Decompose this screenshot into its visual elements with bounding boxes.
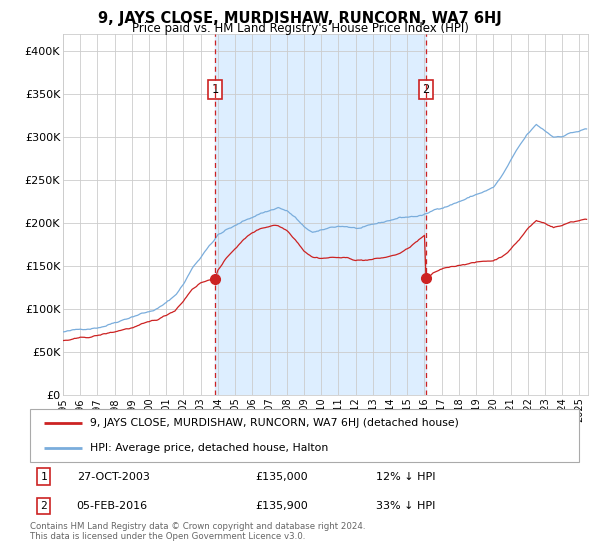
Text: Price paid vs. HM Land Registry's House Price Index (HPI): Price paid vs. HM Land Registry's House … [131,22,469,35]
Text: 33% ↓ HPI: 33% ↓ HPI [376,501,435,511]
Text: 05-FEB-2016: 05-FEB-2016 [77,501,148,511]
Text: 27-OCT-2003: 27-OCT-2003 [77,472,149,482]
Text: 9, JAYS CLOSE, MURDISHAW, RUNCORN, WA7 6HJ (detached house): 9, JAYS CLOSE, MURDISHAW, RUNCORN, WA7 6… [91,418,459,428]
Text: 12% ↓ HPI: 12% ↓ HPI [376,472,436,482]
Text: 1: 1 [40,472,47,482]
Text: 2: 2 [40,501,47,511]
Text: Contains HM Land Registry data © Crown copyright and database right 2024.
This d: Contains HM Land Registry data © Crown c… [30,522,365,542]
Text: 9, JAYS CLOSE, MURDISHAW, RUNCORN, WA7 6HJ: 9, JAYS CLOSE, MURDISHAW, RUNCORN, WA7 6… [98,11,502,26]
Text: HPI: Average price, detached house, Halton: HPI: Average price, detached house, Halt… [91,442,329,452]
Text: £135,900: £135,900 [255,501,308,511]
Text: £135,000: £135,000 [255,472,308,482]
Text: 2: 2 [422,83,430,96]
Text: 1: 1 [211,83,218,96]
Bar [215,34,426,395]
